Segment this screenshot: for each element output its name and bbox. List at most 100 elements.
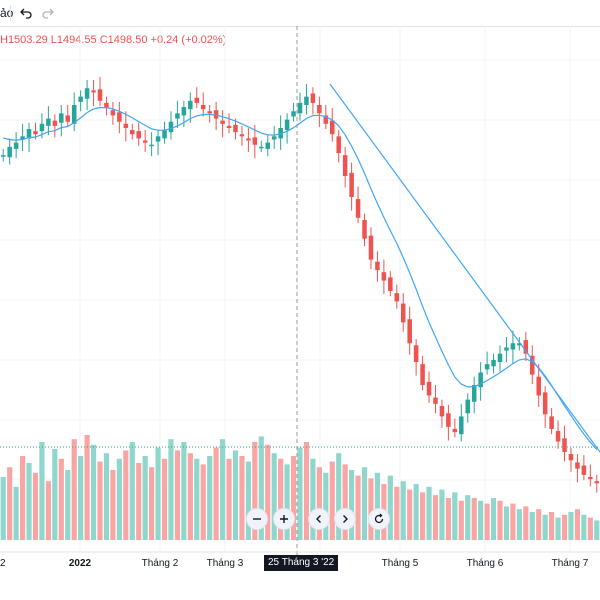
candle-body — [394, 293, 400, 302]
candle-body — [181, 107, 187, 116]
volume-bar — [426, 486, 432, 540]
plus-icon — [280, 515, 288, 523]
candle-body — [375, 261, 380, 271]
candle-body — [510, 343, 516, 350]
volume-bar — [561, 514, 568, 540]
candle-body — [536, 376, 541, 396]
candle-body — [478, 372, 483, 388]
volume-bar — [394, 486, 400, 540]
volume-bar — [7, 467, 13, 540]
legend-close: C1498.50 — [99, 34, 148, 46]
candle-body — [362, 219, 367, 239]
volume-bar — [342, 464, 348, 540]
candle-body — [239, 134, 245, 137]
x-axis-labels: 2 2022 Tháng 2 Tháng 3 Tháng 5 Tháng 6 Tháng 7 — [0, 558, 589, 569]
candle-body — [407, 319, 412, 344]
candle-body — [71, 104, 77, 124]
candle-body — [78, 96, 83, 102]
volume-bar — [187, 453, 193, 540]
legend-high: H1503.29 — [0, 34, 48, 46]
candle-body — [123, 123, 129, 128]
candle-body — [91, 90, 96, 93]
candle-body — [233, 124, 238, 133]
candle-body — [110, 110, 116, 116]
volume-bar — [129, 442, 135, 540]
volume-bar — [497, 500, 503, 540]
scroll-left-button[interactable] — [308, 508, 330, 530]
scroll-right-button[interactable] — [334, 508, 356, 530]
chart-toolbar: ảo — [0, 0, 600, 27]
volume-bar — [136, 463, 142, 540]
undo-button[interactable] — [16, 3, 36, 23]
candle-body — [175, 113, 180, 119]
candle-body — [130, 130, 135, 135]
candle-body — [84, 88, 90, 99]
volume-bar — [65, 470, 71, 540]
volume-bar — [26, 463, 32, 540]
volume-bar — [110, 470, 116, 540]
candle-body — [504, 347, 509, 351]
volume-bar — [71, 439, 77, 540]
candle-body — [542, 392, 548, 415]
volume-bar — [174, 450, 180, 540]
candle-body — [46, 118, 51, 126]
candle-body — [433, 397, 438, 404]
volume-bar — [310, 458, 316, 540]
redo-button[interactable] — [38, 3, 58, 23]
candle-body — [117, 112, 122, 122]
candle-body — [452, 428, 458, 433]
volume-bar — [355, 475, 361, 540]
volume-bar — [78, 456, 84, 540]
crosshair-date-label: 25 Tháng 3 '22 — [264, 555, 339, 571]
volume-bar — [226, 458, 232, 540]
volume-bar — [90, 444, 97, 540]
volume-bar — [516, 509, 522, 540]
zoom-out-button[interactable] — [246, 508, 268, 530]
candle-body — [336, 136, 341, 154]
volume-bar — [168, 439, 174, 540]
ohlc-legend: H1503.29 L1494.55 C1498.50 +0.24 (+0.02%… — [0, 34, 226, 46]
candle-body — [426, 381, 432, 396]
candle-body — [562, 438, 567, 452]
volume-bar — [420, 492, 426, 540]
volume-bar — [439, 489, 445, 540]
candle-body — [207, 111, 212, 114]
candle-body — [149, 144, 154, 147]
candle-body — [200, 104, 206, 110]
candle-body — [188, 100, 193, 110]
volume-bar — [471, 498, 477, 540]
volume-bar — [45, 481, 51, 540]
candle-body — [555, 431, 561, 442]
moving-average-line — [3, 106, 598, 450]
candle-body — [497, 353, 503, 363]
volume-bar — [116, 458, 122, 540]
volume-bar — [458, 500, 464, 540]
candle-body — [136, 131, 141, 139]
candle-body — [342, 155, 348, 177]
chevron-left-icon — [316, 515, 321, 523]
volume-bar — [13, 486, 19, 540]
volume-bar — [523, 506, 529, 540]
candle-body — [568, 454, 574, 461]
candle-body — [420, 364, 425, 386]
volume-bar — [510, 503, 516, 540]
candle-body — [349, 172, 354, 197]
volume-bars — [0, 435, 600, 540]
volume-bar — [407, 489, 413, 540]
candle-body — [330, 120, 335, 135]
toolbar-separator — [10, 5, 11, 21]
reset-chart-button[interactable] — [368, 508, 390, 530]
candle-body — [220, 120, 225, 124]
candle-body — [194, 97, 200, 103]
trend-line[interactable] — [329, 83, 600, 453]
candle-body — [155, 136, 161, 142]
volume-bar — [142, 456, 148, 540]
volume-bar — [316, 467, 322, 540]
zoom-in-button[interactable] — [273, 508, 295, 530]
volume-bar — [490, 498, 497, 540]
candle-body — [594, 481, 600, 484]
candle-body — [575, 462, 580, 469]
candle-body — [439, 405, 445, 417]
volume-bar — [97, 461, 103, 540]
